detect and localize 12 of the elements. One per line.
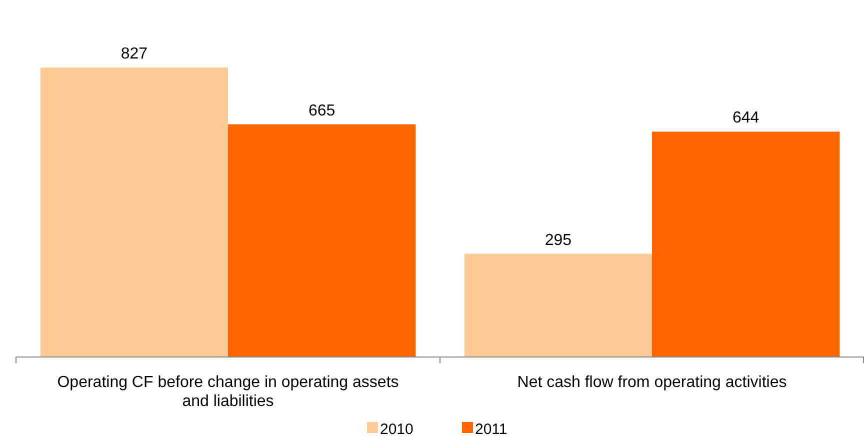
legend-label: 2011 [475,421,508,438]
x-tick-label: Net cash flow from operating activities [517,374,787,391]
x-tick-label: Operating CF before change in operating assets and liabilities [57,374,399,410]
data-label: 827 [120,46,148,63]
bar [464,254,652,357]
data-label: 295 [544,232,572,249]
bar [40,68,228,357]
data-label: 665 [308,102,336,120]
data-label: 644 [732,110,760,127]
legend-label: 2010 [380,421,414,438]
bar [652,132,840,357]
bar [228,124,416,357]
